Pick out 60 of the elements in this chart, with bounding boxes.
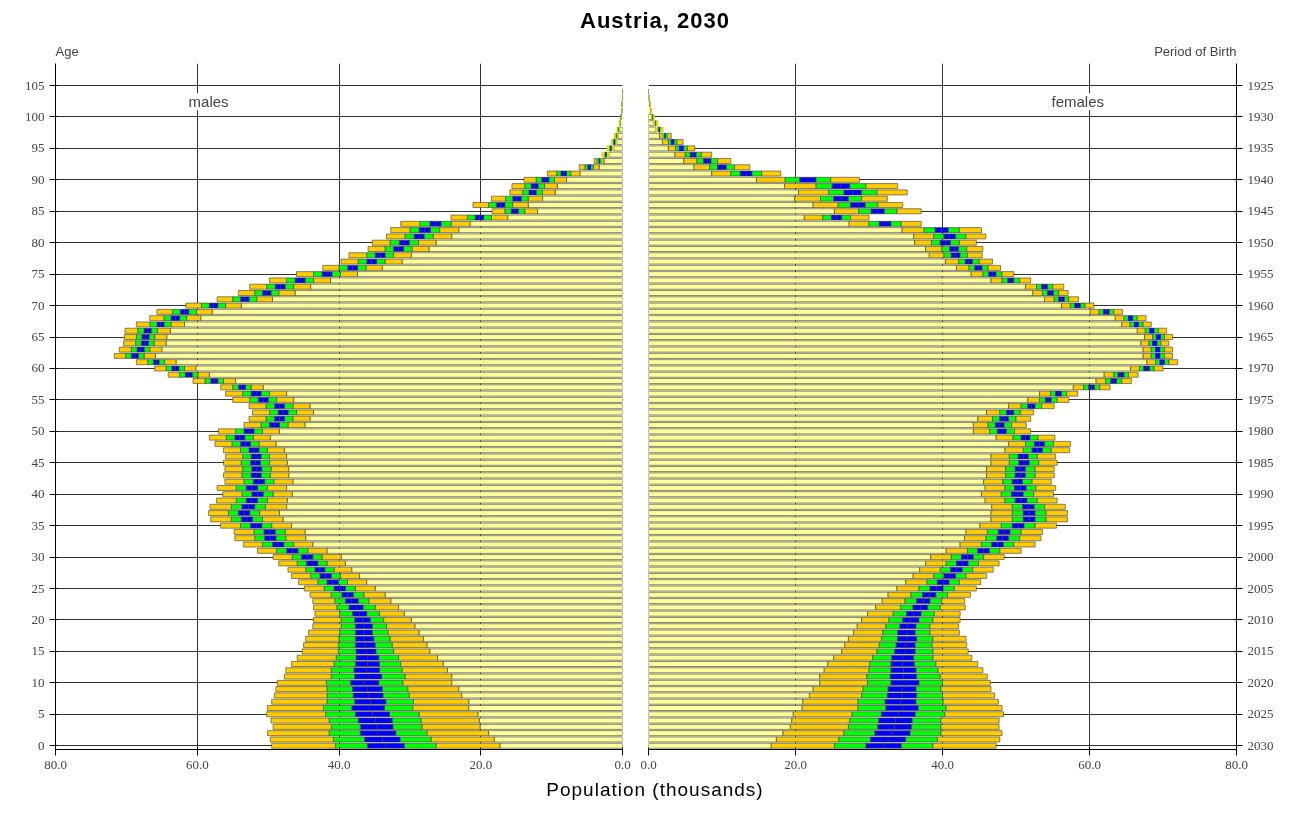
y-tick-label: 75 [31,266,45,282]
y-tick-label: 1940 [1247,171,1274,187]
x-axis-title: Population (thousands) [546,778,764,802]
y-tick-label: 50 [31,423,45,439]
y-tick-label: 25 [31,580,45,596]
y-tick-label: 70 [31,297,45,313]
y-tick-label: 55 [31,391,45,407]
y-tick-label: 1995 [1247,517,1274,533]
y-tick-label: 40 [31,486,45,502]
y-tick-label: 105 [25,77,45,93]
x-tick-label: 60.0 [185,756,209,772]
y-tick-label: 80 [31,234,45,250]
y-axis-title: Period of Birth [1154,43,1237,59]
y-tick-label: 2020 [1247,674,1274,690]
y-tick-label: 20 [31,611,45,627]
y-tick-label: 0 [38,737,45,753]
x-tick-label: 80.0 [1225,756,1248,772]
annotation: females [1051,93,1105,111]
y-tick-label: 35 [31,517,45,533]
y-tick-label: 85 [31,203,45,219]
y-tick-label: 1965 [1247,329,1274,345]
y-tick-label: 10 [31,674,45,690]
chart-title: Austria, 2030 [580,7,730,35]
x-tick-label: 80.0 [44,756,67,772]
y-tick-label: 5 [38,706,45,722]
y-tick-label: 90 [31,171,45,187]
y-tick-label: 2015 [1247,643,1274,659]
y-tick-label: 2005 [1247,580,1274,596]
y-tick-label: 1990 [1247,486,1274,502]
x-tick-label: 0.0 [614,756,631,772]
y-tick-label: 100 [25,108,45,124]
y-tick-label: 1925 [1247,77,1274,93]
y-tick-label: 1945 [1247,203,1274,219]
y-tick-label: 2030 [1247,737,1274,753]
annotation: males [188,93,229,111]
y-tick-label: 2025 [1247,706,1274,722]
x-tick-label: 20.0 [784,756,807,772]
y-tick-label: 2010 [1247,611,1274,627]
y-tick-label: 1970 [1247,360,1274,376]
y-tick-label: 1975 [1247,391,1274,407]
y-tick-label: 65 [31,329,45,345]
x-tick-label: 20.0 [469,756,493,772]
y-tick-label: 1950 [1247,234,1274,250]
y-tick-label: 30 [31,549,45,565]
y-tick-label: 45 [31,454,45,470]
x-tick-label: 40.0 [327,756,351,772]
y-tick-label: 1980 [1247,423,1274,439]
y-tick-label: 1930 [1247,108,1274,124]
y-tick-label: 1955 [1247,266,1274,282]
x-tick-label: 40.0 [931,756,954,772]
y-tick-label: 2000 [1247,549,1274,565]
y-tick-label: 60 [31,360,45,376]
y-tick-label: 15 [31,643,45,659]
y-axis-title: Age [55,43,79,59]
y-tick-label: 95 [31,140,45,156]
y-tick-label: 1985 [1247,454,1274,470]
x-tick-label: 0.0 [640,756,657,772]
x-tick-label: 60.0 [1078,756,1101,772]
y-tick-label: 1960 [1247,297,1274,313]
y-tick-label: 1935 [1247,140,1274,156]
